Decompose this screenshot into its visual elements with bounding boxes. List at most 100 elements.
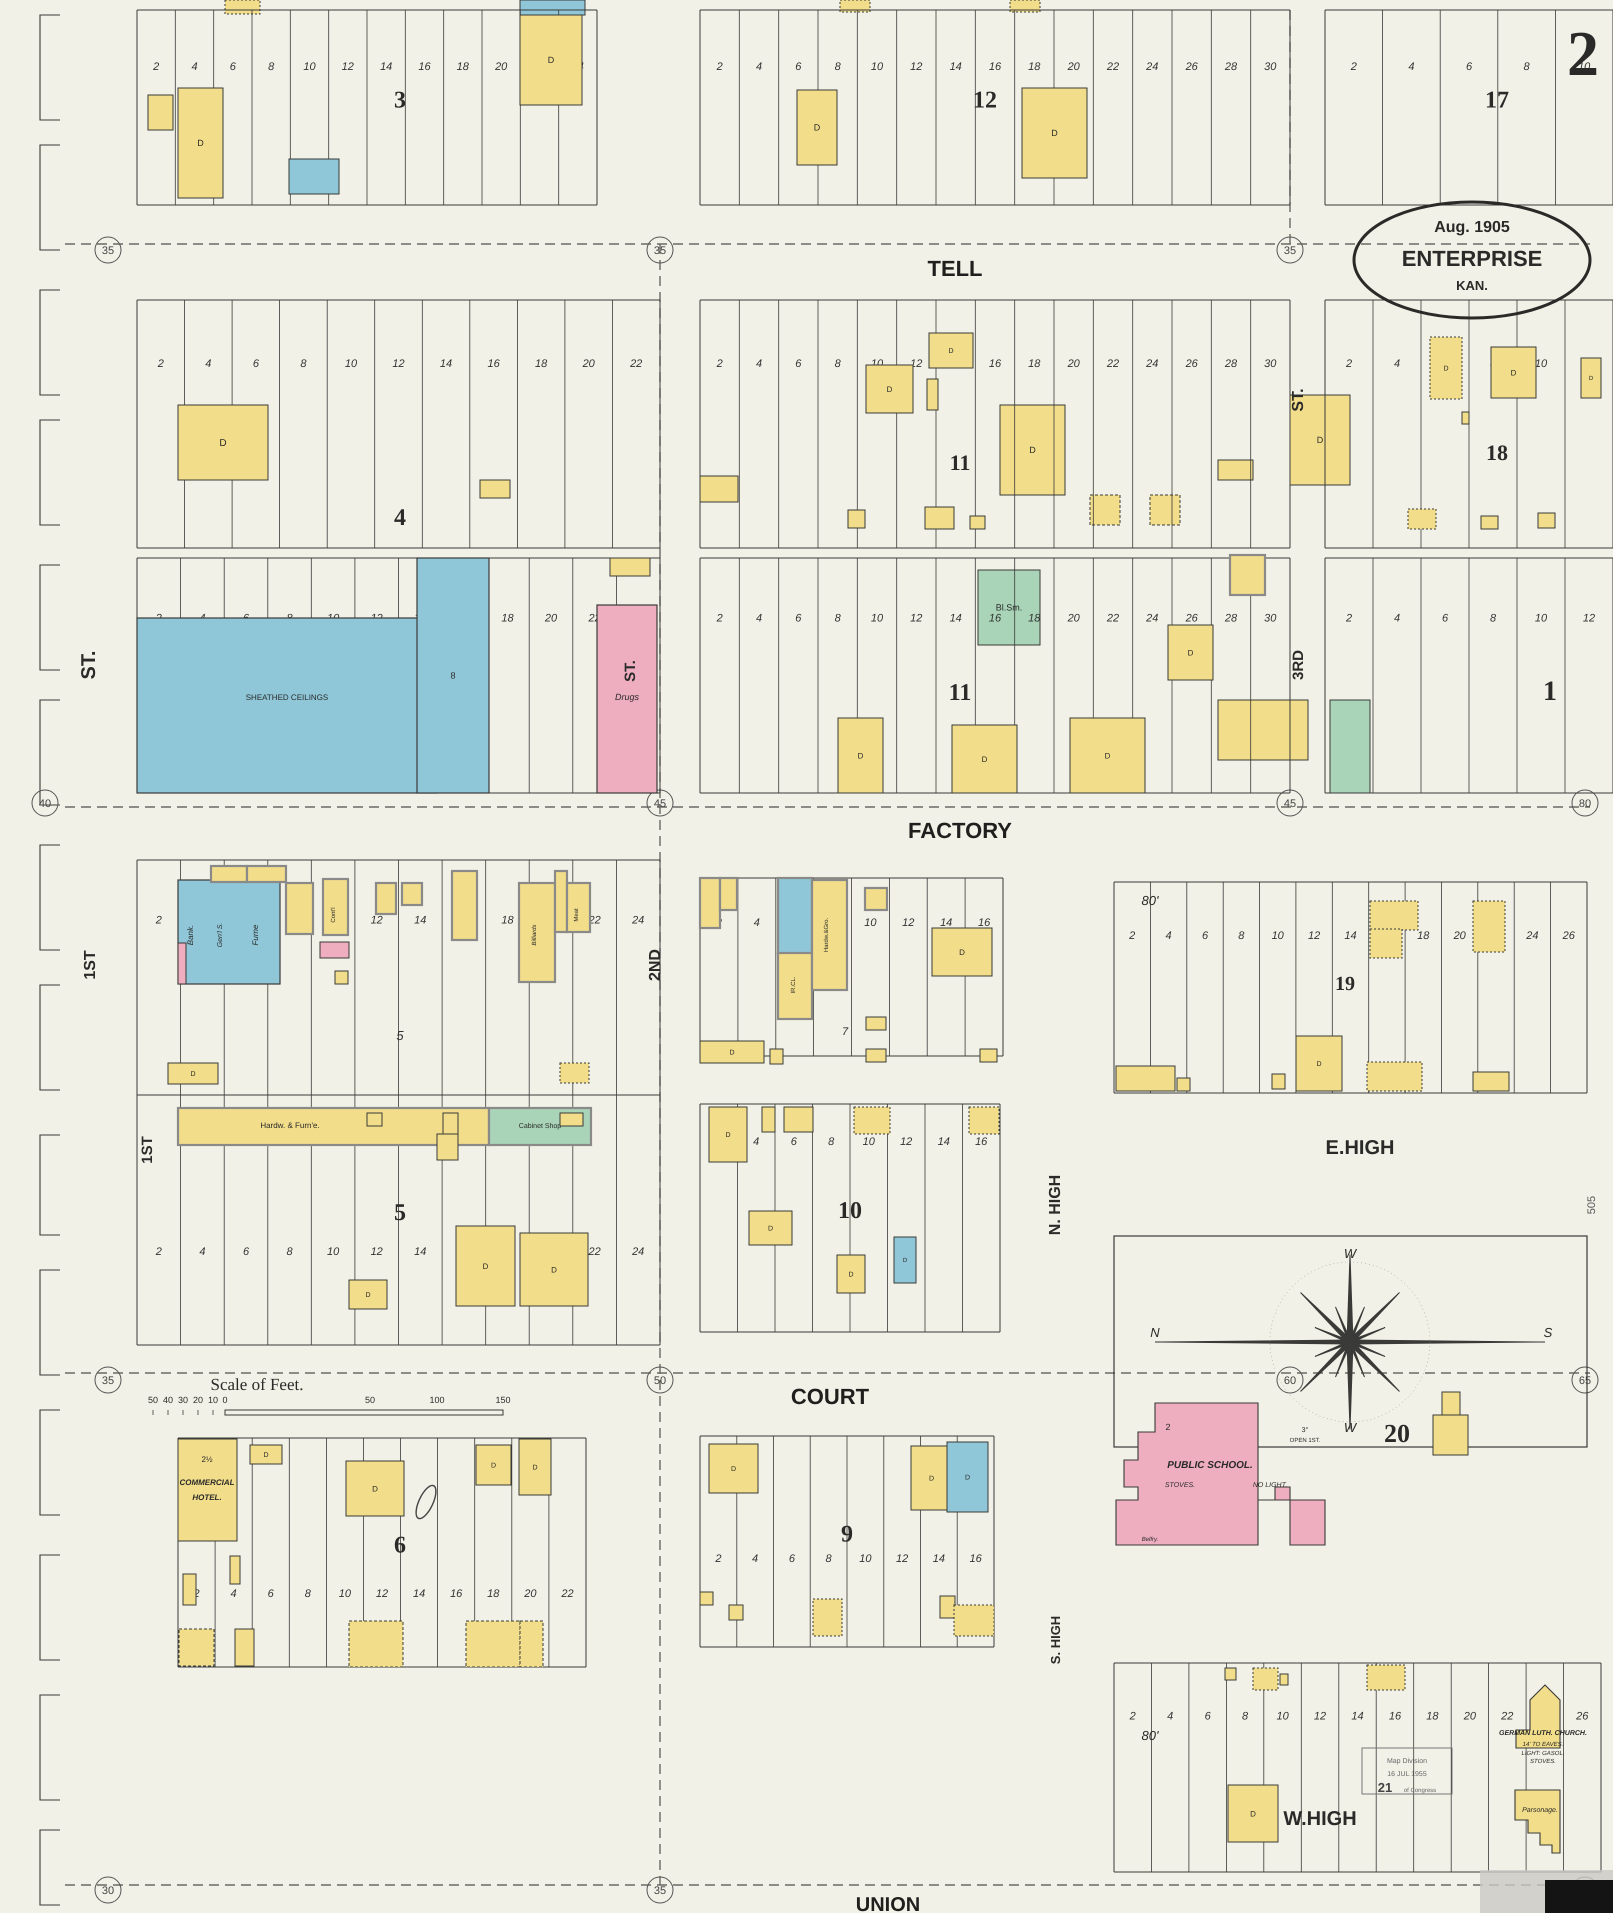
- svg-text:10: 10: [871, 61, 884, 73]
- svg-text:D: D: [982, 755, 988, 764]
- svg-text:D: D: [848, 1272, 853, 1279]
- svg-text:3RD: 3RD: [1290, 650, 1307, 680]
- svg-text:5: 5: [396, 1028, 404, 1043]
- svg-text:14: 14: [938, 1136, 950, 1148]
- svg-text:16 JUL 1955: 16 JUL 1955: [1387, 1771, 1427, 1778]
- svg-text:Drugs: Drugs: [615, 692, 640, 702]
- svg-text:2ND: 2ND: [647, 949, 664, 981]
- svg-text:6: 6: [795, 613, 802, 625]
- svg-text:18: 18: [535, 358, 548, 370]
- svg-text:PUBLIC SCHOOL.: PUBLIC SCHOOL.: [1167, 1460, 1253, 1471]
- svg-text:16: 16: [989, 61, 1002, 73]
- svg-text:7: 7: [842, 1026, 849, 1038]
- svg-text:12: 12: [1308, 930, 1320, 942]
- svg-text:19: 19: [1335, 973, 1355, 995]
- svg-text:100: 100: [429, 1395, 444, 1405]
- svg-text:Bank.: Bank.: [186, 925, 195, 945]
- svg-text:16: 16: [418, 61, 431, 73]
- svg-text:10: 10: [1276, 1710, 1289, 1722]
- svg-text:D: D: [1250, 1809, 1256, 1818]
- svg-text:8: 8: [1490, 613, 1497, 625]
- svg-text:6: 6: [268, 1588, 275, 1600]
- svg-text:10: 10: [208, 1395, 218, 1405]
- svg-text:8: 8: [835, 61, 842, 73]
- svg-text:28: 28: [1224, 358, 1238, 370]
- svg-text:12: 12: [902, 917, 914, 929]
- svg-text:D: D: [1188, 648, 1194, 657]
- svg-text:18: 18: [1028, 358, 1041, 370]
- svg-text:14: 14: [1351, 1710, 1363, 1722]
- svg-text:12: 12: [910, 61, 922, 73]
- svg-text:10: 10: [303, 61, 316, 73]
- svg-text:6: 6: [1466, 61, 1473, 73]
- svg-text:6: 6: [230, 61, 237, 73]
- svg-text:80': 80': [1142, 893, 1159, 908]
- svg-text:30: 30: [178, 1395, 188, 1405]
- svg-text:16: 16: [978, 917, 991, 929]
- svg-text:4: 4: [394, 505, 406, 531]
- svg-text:14' TO EAVES.: 14' TO EAVES.: [1523, 1741, 1564, 1748]
- svg-text:D: D: [365, 1292, 370, 1299]
- svg-text:8: 8: [835, 613, 842, 625]
- svg-text:24: 24: [631, 1246, 644, 1258]
- svg-text:30: 30: [1264, 613, 1277, 625]
- svg-text:4: 4: [754, 917, 760, 929]
- svg-text:16: 16: [450, 1588, 463, 1600]
- svg-text:10: 10: [871, 613, 884, 625]
- svg-text:4: 4: [753, 1136, 759, 1148]
- svg-text:35: 35: [102, 1375, 114, 1387]
- svg-text:35: 35: [654, 1885, 666, 1897]
- svg-text:2: 2: [1165, 1422, 1170, 1432]
- svg-text:4: 4: [205, 358, 211, 370]
- svg-text:30: 30: [1264, 358, 1277, 370]
- svg-text:D: D: [483, 1262, 489, 1271]
- svg-text:16: 16: [969, 1553, 982, 1565]
- svg-text:10: 10: [863, 1136, 876, 1148]
- svg-text:24: 24: [1145, 358, 1158, 370]
- svg-text:20: 20: [193, 1395, 203, 1405]
- svg-text:26: 26: [1575, 1710, 1589, 1722]
- svg-text:2: 2: [1567, 18, 1599, 89]
- svg-text:KAN.: KAN.: [1456, 278, 1488, 293]
- svg-text:2: 2: [1129, 1710, 1136, 1722]
- svg-text:14: 14: [380, 61, 392, 73]
- svg-text:D: D: [903, 1257, 908, 1264]
- svg-text:4: 4: [756, 358, 762, 370]
- svg-text:D: D: [1589, 375, 1594, 382]
- svg-text:12: 12: [896, 1553, 908, 1565]
- svg-text:1: 1: [1543, 676, 1557, 707]
- svg-text:20: 20: [494, 61, 508, 73]
- svg-text:26: 26: [1562, 930, 1576, 942]
- svg-text:16: 16: [1389, 1710, 1402, 1722]
- svg-text:20: 20: [523, 1588, 537, 1600]
- svg-text:18: 18: [1486, 440, 1508, 465]
- svg-text:2: 2: [157, 358, 164, 370]
- svg-text:D: D: [190, 1071, 195, 1078]
- svg-text:2: 2: [1350, 61, 1357, 73]
- svg-text:Belfry.: Belfry.: [1142, 1536, 1159, 1543]
- svg-text:12: 12: [1314, 1710, 1326, 1722]
- svg-text:4: 4: [199, 1246, 205, 1258]
- svg-text:18: 18: [501, 613, 514, 625]
- svg-text:22: 22: [629, 358, 642, 370]
- svg-text:6: 6: [1205, 1710, 1212, 1722]
- svg-text:D: D: [731, 1466, 736, 1473]
- svg-text:3: 3: [394, 88, 406, 114]
- svg-text:GERMAN LUTH. CHURCH.: GERMAN LUTH. CHURCH.: [1499, 1730, 1587, 1737]
- svg-text:D: D: [729, 1050, 734, 1057]
- svg-text:D: D: [1511, 368, 1517, 377]
- svg-text:8: 8: [828, 1136, 835, 1148]
- svg-text:2: 2: [1345, 358, 1352, 370]
- svg-text:Gen'l S.: Gen'l S.: [216, 923, 224, 948]
- svg-text:6: 6: [795, 61, 802, 73]
- svg-text:D: D: [768, 1226, 773, 1233]
- svg-text:24: 24: [1145, 61, 1158, 73]
- svg-text:LIGHT: GASOL.: LIGHT: GASOL.: [1522, 1750, 1565, 1757]
- svg-text:10: 10: [864, 917, 877, 929]
- svg-text:17: 17: [1485, 88, 1509, 114]
- svg-text:10: 10: [859, 1553, 872, 1565]
- svg-text:14: 14: [414, 915, 426, 927]
- svg-text:80': 80': [1142, 1728, 1159, 1743]
- svg-text:E.HIGH: E.HIGH: [1326, 1137, 1395, 1159]
- svg-text:S. HIGH: S. HIGH: [1048, 1616, 1063, 1664]
